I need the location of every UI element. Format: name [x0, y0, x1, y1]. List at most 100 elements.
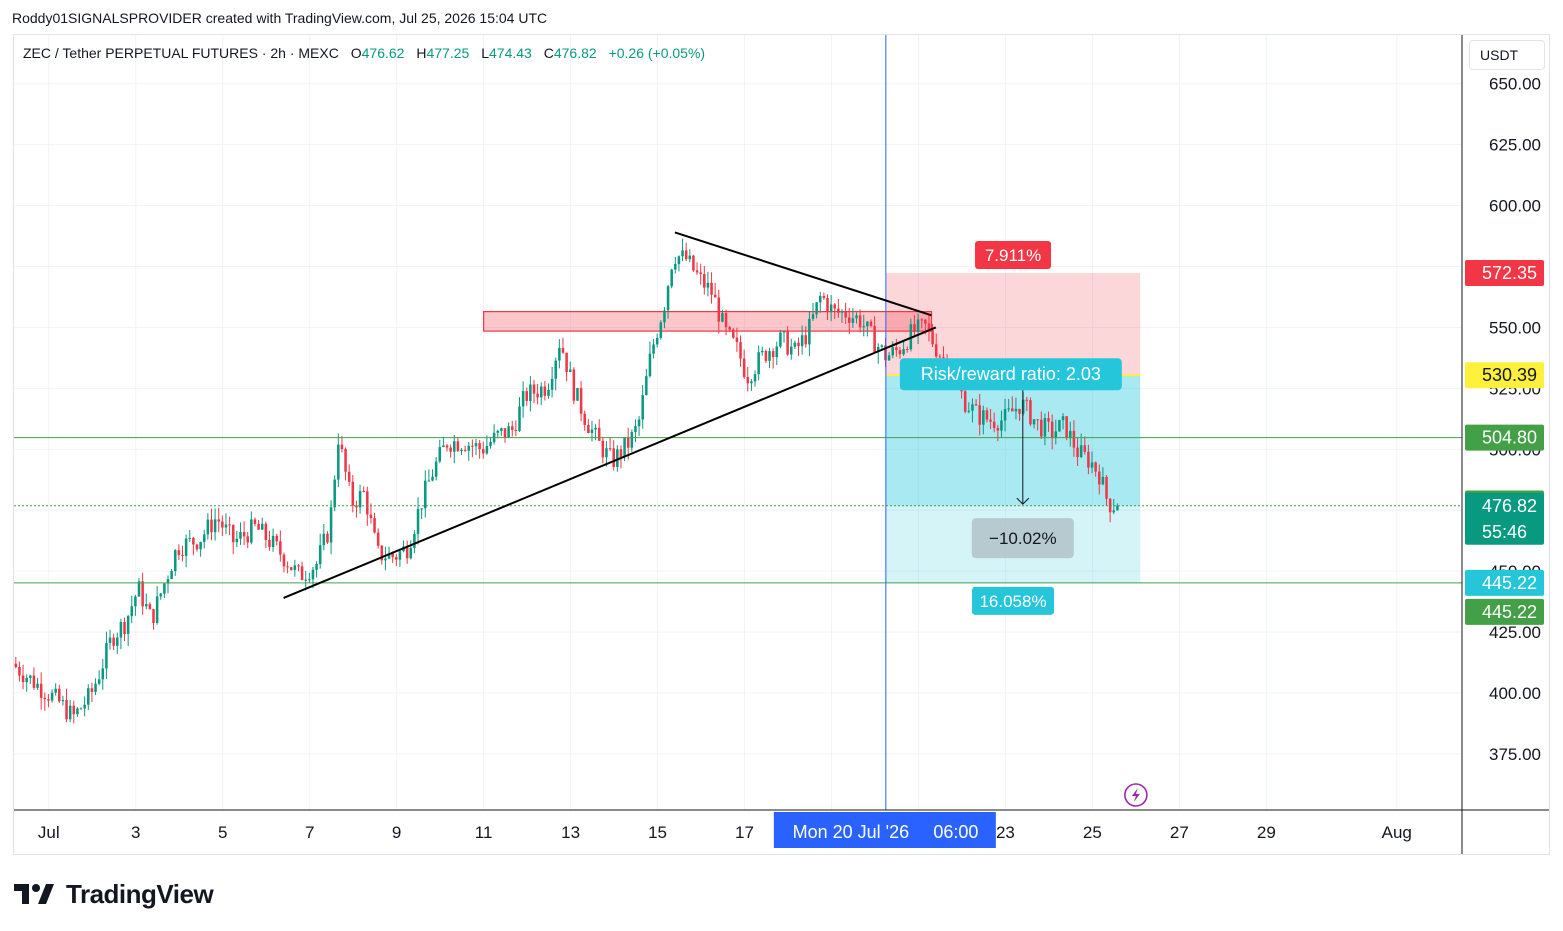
- candle-body: [173, 550, 177, 572]
- candle-body: [630, 432, 634, 448]
- candle-body: [761, 350, 764, 353]
- candle-body: [616, 449, 619, 467]
- candles: [14, 238, 1119, 724]
- candle-body: [358, 491, 362, 508]
- tradingview-logo-icon: [14, 884, 54, 904]
- candle-body: [623, 437, 626, 458]
- y-tick-label: 625.00: [1489, 136, 1541, 155]
- price-tag: [1465, 424, 1544, 451]
- candle-body: [108, 637, 112, 643]
- candle-body: [337, 444, 340, 480]
- low-label: L: [481, 45, 489, 61]
- candle-body: [597, 427, 601, 441]
- candle-body: [445, 445, 449, 448]
- candle-body: [674, 264, 677, 270]
- candle-body: [963, 391, 967, 412]
- candle-body: [971, 404, 974, 411]
- candle-body: [543, 386, 547, 396]
- x-tick-label: 17: [735, 823, 754, 842]
- candle-body: [558, 347, 561, 361]
- candle-body: [398, 551, 402, 560]
- candle-body: [485, 445, 489, 454]
- candle-body: [641, 395, 644, 420]
- price-tag-label: 445.22: [1482, 573, 1537, 593]
- candle-body: [717, 297, 721, 322]
- symbol-name[interactable]: ZEC / Tether PERPETUAL FUTURES · 2h · ME…: [23, 45, 339, 61]
- candle-body: [1043, 418, 1047, 437]
- countdown-label: 55:46: [1482, 522, 1527, 542]
- candle-body: [1105, 476, 1108, 499]
- candle-body: [47, 699, 50, 701]
- candle-body: [351, 481, 355, 506]
- candle-body: [188, 537, 192, 539]
- candle-body: [471, 445, 474, 447]
- candle-body: [902, 349, 905, 355]
- candle-body: [373, 518, 376, 533]
- candle-body: [210, 519, 213, 533]
- brand[interactable]: TradingView: [14, 876, 214, 912]
- candle-body: [355, 505, 358, 508]
- candle-body: [1029, 400, 1032, 425]
- candle-body: [18, 667, 21, 676]
- candle-body: [742, 358, 746, 377]
- measure-arrowhead: [1016, 497, 1030, 505]
- price-tag-label: 445.22: [1482, 602, 1537, 622]
- candle-body: [1101, 476, 1105, 485]
- candle-body: [315, 564, 318, 570]
- ratio-label: Risk/reward ratio: 2.03: [921, 364, 1101, 384]
- candle-body: [195, 544, 199, 550]
- candle-body: [159, 593, 163, 597]
- stop-pct-box: [975, 240, 1052, 269]
- candle-body: [1072, 430, 1076, 448]
- candle-body: [1058, 420, 1061, 432]
- candle-body: [90, 688, 94, 692]
- x-tick-label: 27: [1170, 823, 1189, 842]
- candle-body: [677, 256, 681, 265]
- candle-body: [260, 523, 264, 530]
- candle-body: [594, 427, 597, 430]
- candle-body: [21, 675, 25, 683]
- candle-body: [199, 541, 202, 550]
- candle-body: [913, 324, 916, 333]
- candle-body: [514, 429, 518, 431]
- currency-button[interactable]: USDT: [1469, 40, 1545, 70]
- candle-body: [721, 313, 724, 322]
- candle-body: [311, 569, 315, 580]
- candle-body: [525, 391, 529, 401]
- candle-body: [1011, 408, 1014, 412]
- lightning-icon-bolt: [1131, 788, 1140, 802]
- price-tag: [1465, 259, 1544, 286]
- candle-body: [800, 335, 804, 347]
- candle-body: [478, 443, 481, 450]
- candle-body: [424, 480, 427, 509]
- candle-body: [833, 304, 837, 309]
- candle-body: [844, 311, 847, 318]
- candle-body: [768, 351, 771, 361]
- candle-body: [449, 447, 452, 452]
- candle-body: [137, 581, 141, 597]
- price-tag-label: 504.80: [1482, 428, 1537, 448]
- candle-body: [666, 286, 670, 311]
- candle-body: [79, 708, 83, 710]
- target-zone-filled: [885, 375, 1141, 506]
- candle-body: [858, 315, 862, 328]
- candle-body: [496, 430, 500, 433]
- candle-body: [318, 545, 322, 565]
- candle-body: [387, 553, 391, 559]
- candle-body: [822, 296, 826, 299]
- candle-body: [938, 356, 942, 358]
- ratio-box: [899, 358, 1122, 391]
- candle-body: [670, 269, 673, 287]
- measure-label-box: [971, 518, 1074, 559]
- candle-body: [177, 550, 181, 555]
- candle-body: [750, 381, 753, 384]
- candle-body: [1003, 409, 1007, 421]
- candle-body: [891, 347, 894, 356]
- candle-body: [76, 708, 79, 715]
- candle-body: [242, 532, 246, 537]
- candle-body: [605, 448, 608, 458]
- candle-body: [866, 321, 869, 327]
- candle-body: [648, 353, 652, 377]
- candle-body: [58, 688, 61, 702]
